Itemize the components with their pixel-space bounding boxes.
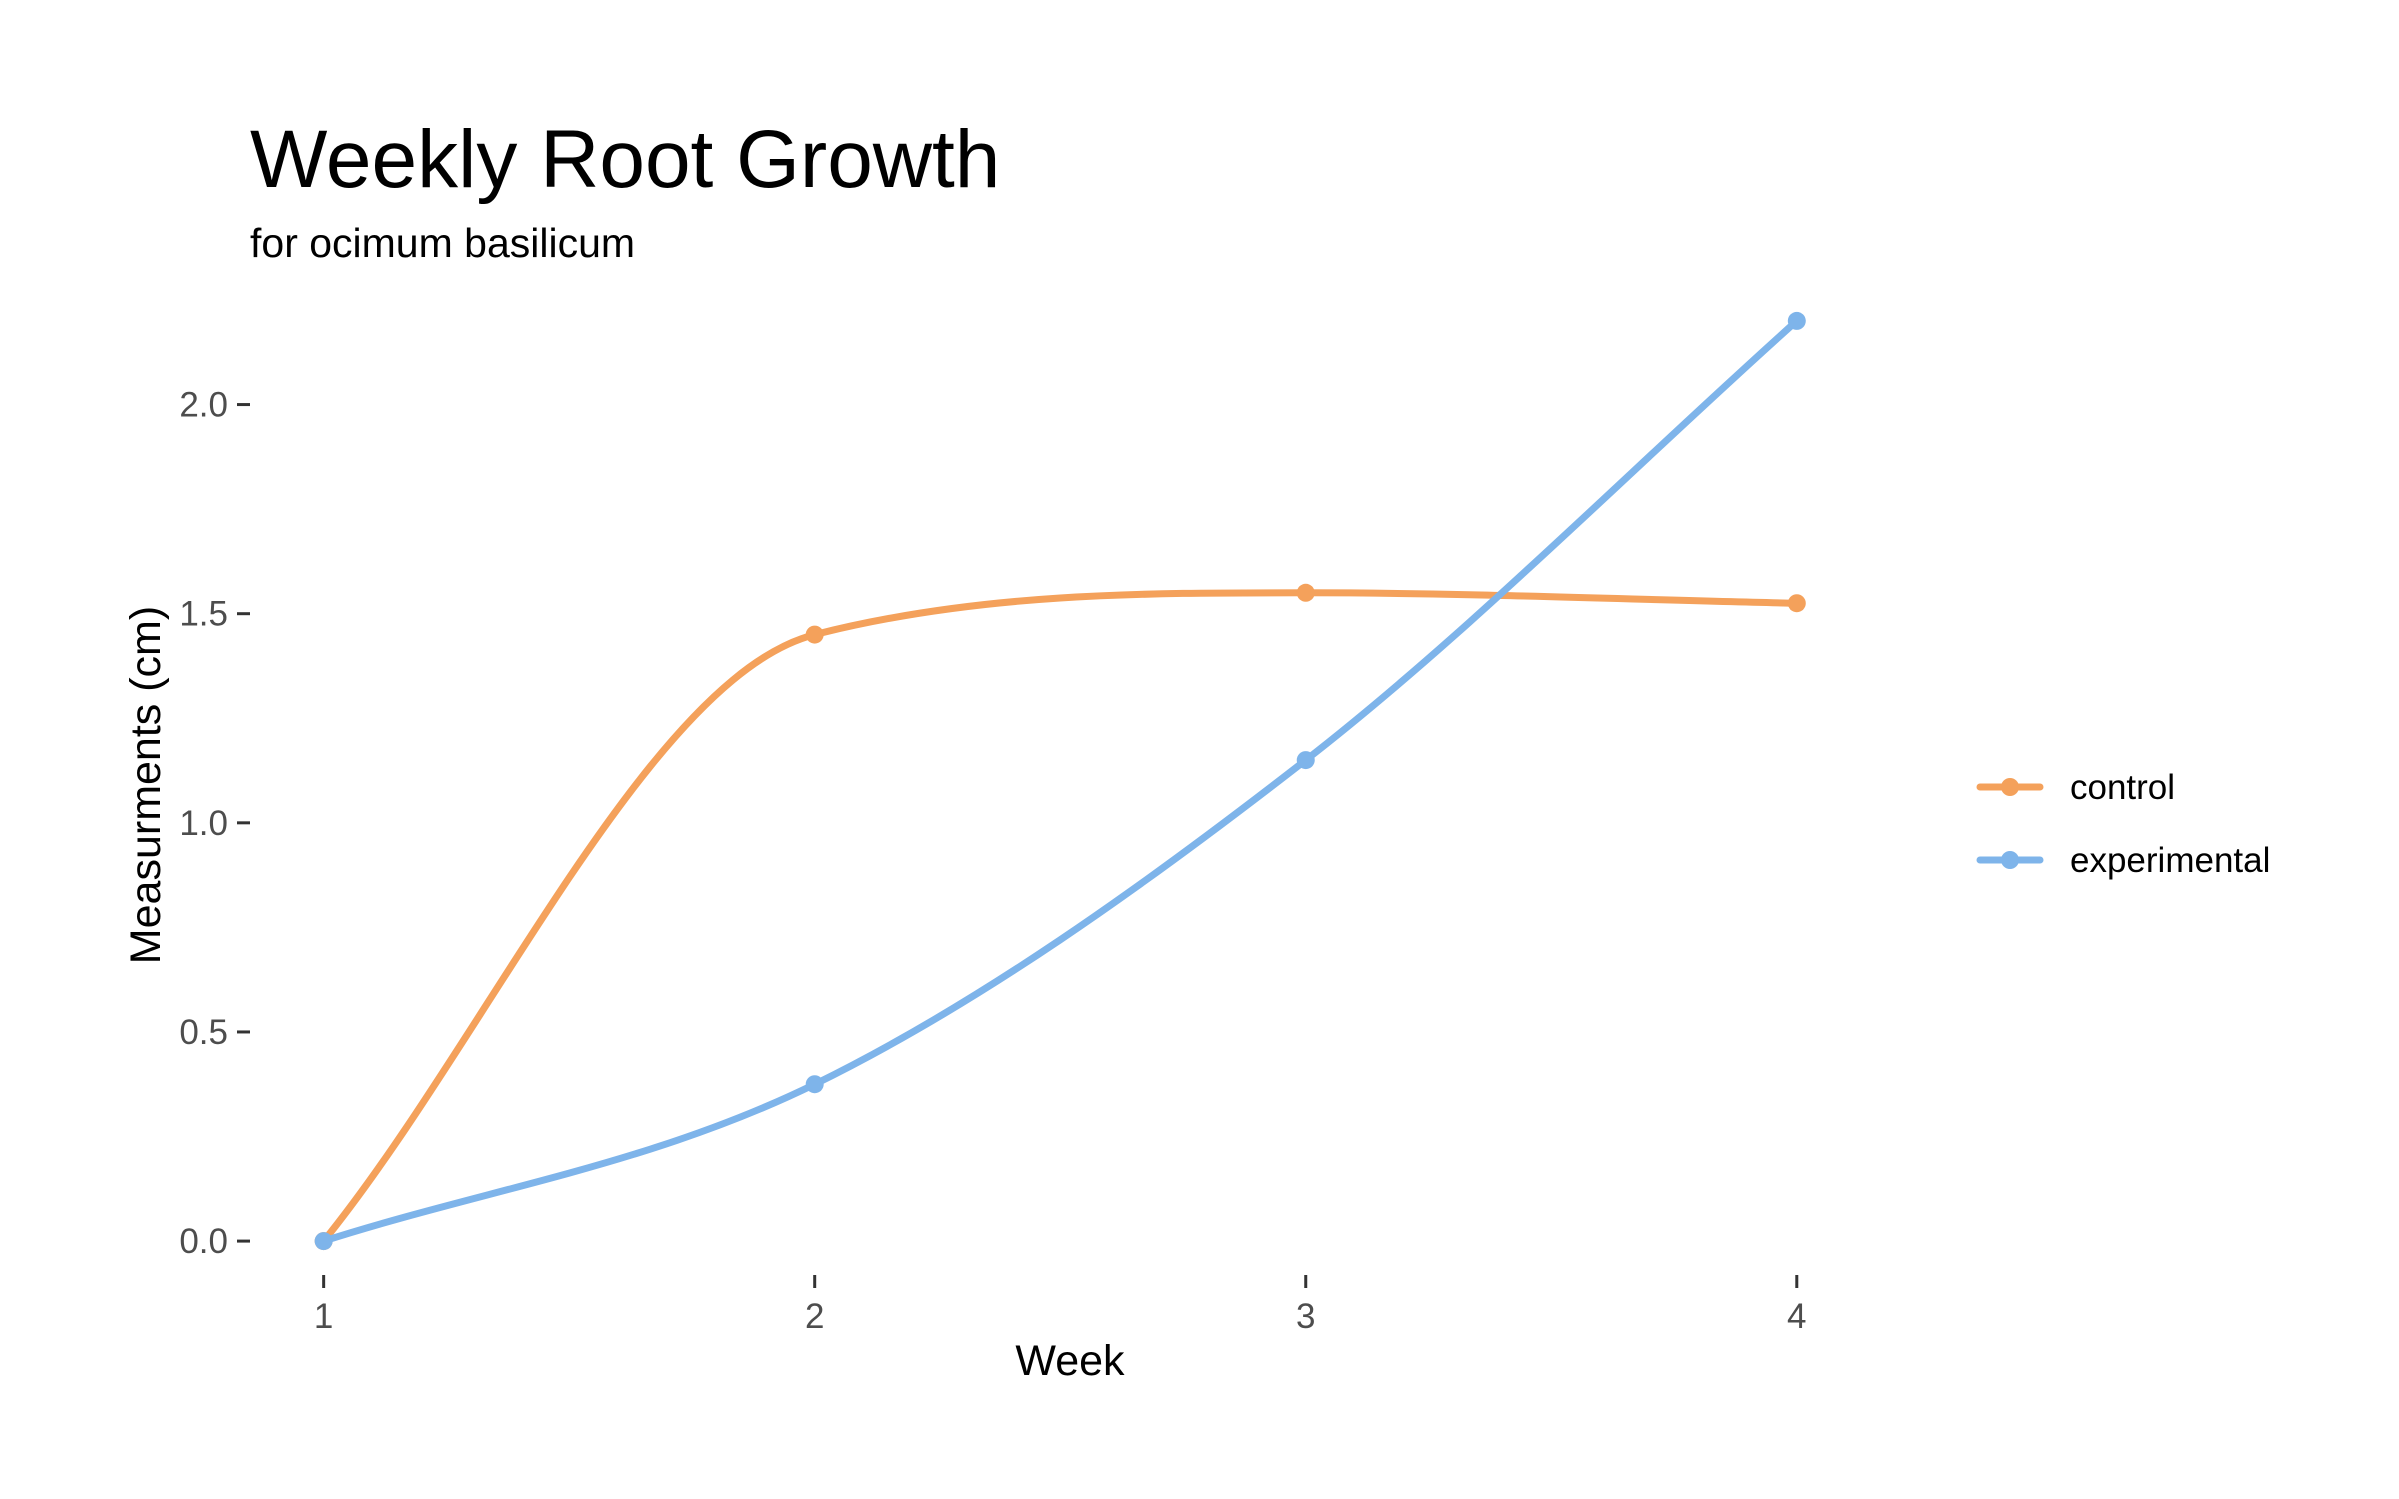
series-line-control bbox=[320, 589, 1801, 1245]
y-tick-label: 1.5 bbox=[179, 595, 228, 634]
y-axis-title: Measurments (cm) bbox=[122, 606, 170, 964]
data-point-control bbox=[1787, 594, 1806, 613]
legend-label: experimental bbox=[2070, 841, 2270, 880]
data-point-experimental bbox=[314, 1232, 333, 1251]
series-experimental bbox=[314, 311, 1806, 1251]
series-line-experimental bbox=[320, 317, 1801, 1245]
data-point-experimental bbox=[1296, 751, 1315, 770]
legend-item-control: control bbox=[1976, 768, 2175, 807]
chart-title: Weekly Root Growth bbox=[250, 114, 1000, 205]
y-tick-label: 1.0 bbox=[179, 804, 228, 843]
legend-label: control bbox=[2070, 768, 2175, 807]
data-point-experimental bbox=[1787, 311, 1806, 330]
y-axis: 0.0 0.5 1.0 1.5 2.0 bbox=[179, 386, 250, 1261]
legend: control experimental bbox=[1976, 768, 2270, 880]
series-control bbox=[314, 583, 1806, 1251]
x-tick-label: 4 bbox=[1787, 1297, 1806, 1336]
data-point-experimental bbox=[805, 1075, 824, 1094]
y-tick-label: 0.0 bbox=[179, 1222, 228, 1261]
legend-key-point bbox=[2001, 851, 2019, 869]
data-point-control bbox=[1296, 583, 1315, 602]
y-tick-label: 0.5 bbox=[179, 1013, 228, 1052]
y-tick-label: 2.0 bbox=[179, 386, 228, 425]
series-layer bbox=[314, 311, 1806, 1251]
x-axis: 1 2 3 4 bbox=[314, 1275, 1807, 1336]
legend-item-experimental: experimental bbox=[1976, 841, 2270, 880]
x-tick-label: 3 bbox=[1296, 1297, 1315, 1336]
x-tick-label: 1 bbox=[314, 1297, 333, 1336]
x-axis-title: Week bbox=[1015, 1337, 1125, 1385]
legend-key-point bbox=[2001, 778, 2019, 796]
data-point-control bbox=[805, 625, 824, 644]
x-tick-label: 2 bbox=[805, 1297, 824, 1336]
chart-subtitle: for ocimum basilicum bbox=[250, 220, 635, 266]
